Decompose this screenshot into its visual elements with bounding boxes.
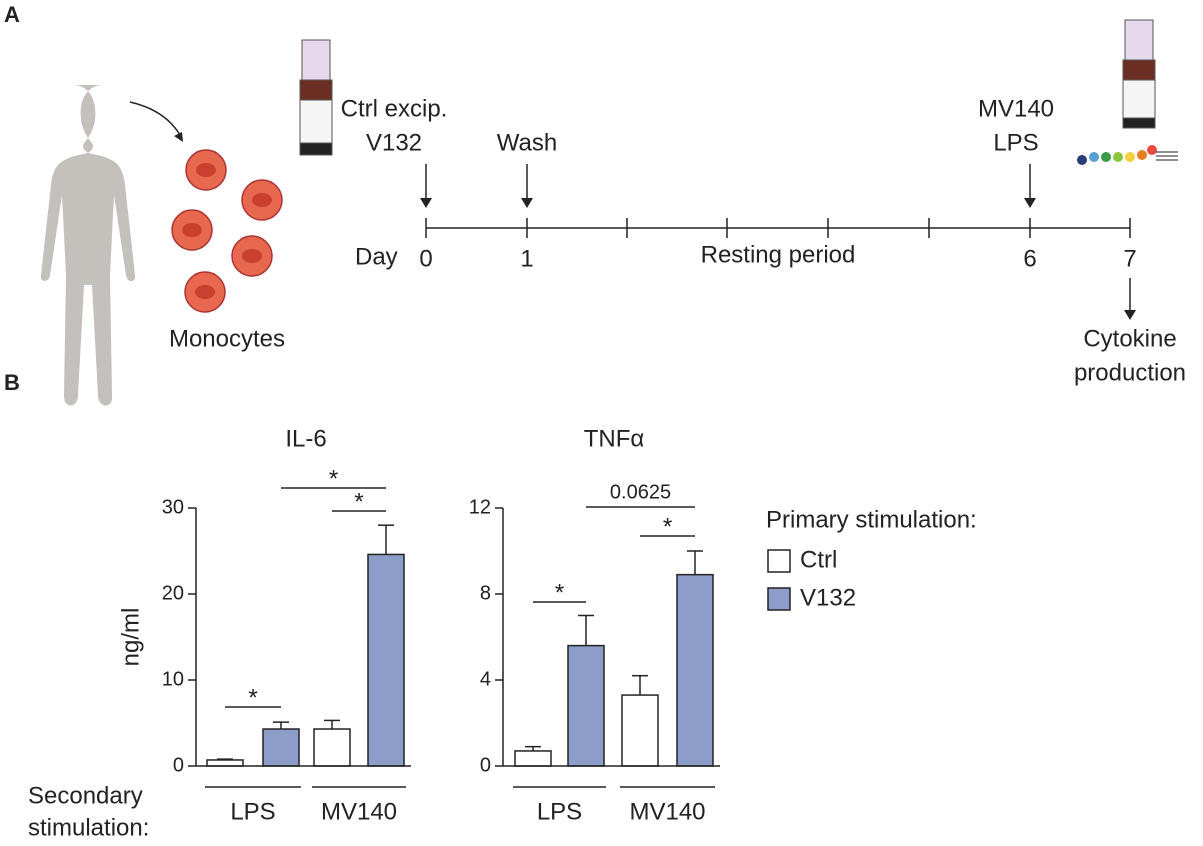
day: 7 [1123,245,1136,272]
significance-label: 0.0625 [610,481,671,503]
restim-label: MV140 [978,95,1054,122]
treatment-label: Ctrl excip. [341,95,448,122]
bar [262,728,300,767]
arrow [129,101,181,136]
legend-title: Primary stimulation: [766,506,977,533]
arrow-heads [420,198,1136,320]
bar [206,759,244,767]
bar [313,728,351,767]
restim-label: LPS [993,129,1038,156]
significance-label: * [329,465,338,492]
vial [299,19,1156,156]
panel-label: A [4,2,20,27]
x-axis-label: stimulation: [28,814,149,841]
x-tick-label: MV140 [321,798,397,825]
cell-label: Monocytes [169,325,285,352]
person [40,85,136,406]
x-tick-label: MV140 [629,798,705,825]
resting-label: Resting period [701,241,856,268]
readout-label: production [1074,359,1186,386]
bar [567,644,605,767]
timeline [425,164,1131,312]
chart-title: TNFα [584,425,645,452]
readout-label: Cytokine [1083,325,1176,352]
bar [367,553,405,767]
legend-swatch [767,549,791,573]
legend-label: V132 [800,584,856,611]
y-tick-label: 0 [173,754,184,776]
treatment-label: V132 [366,129,422,156]
day: 0 [419,245,432,272]
day-label: Day [355,243,398,270]
significance-label: * [555,579,564,606]
x-axis-label: Secondary [28,782,143,809]
legend-swatch [767,587,791,611]
day: 6 [1023,245,1036,272]
y-tick-label: 20 [162,582,184,604]
lps-molecule [1077,145,1178,165]
y-tick-label: 8 [480,582,491,604]
significance-label: * [663,513,672,540]
panel-label: B [4,370,20,395]
y-tick-label: 12 [469,496,491,518]
wash-label: Wash [497,129,557,156]
y-axis-label: ng/ml [117,608,144,667]
y-tick-label: 0 [480,754,491,776]
legend-label: Ctrl [800,546,837,573]
significance-label: * [248,684,257,711]
arrow-head [174,132,183,142]
chart-title: IL-6 [285,425,326,452]
bar [514,750,552,767]
nuclei [182,163,272,299]
day: 1 [520,245,533,272]
y-tick-label: 30 [162,496,184,518]
significance-label: * [354,488,363,515]
bar [676,573,714,767]
x-tick-label: LPS [537,798,582,825]
y-tick-label: 10 [162,668,184,690]
y-tick-label: 4 [480,668,491,690]
x-tick-label: LPS [230,798,275,825]
bar [621,694,659,767]
